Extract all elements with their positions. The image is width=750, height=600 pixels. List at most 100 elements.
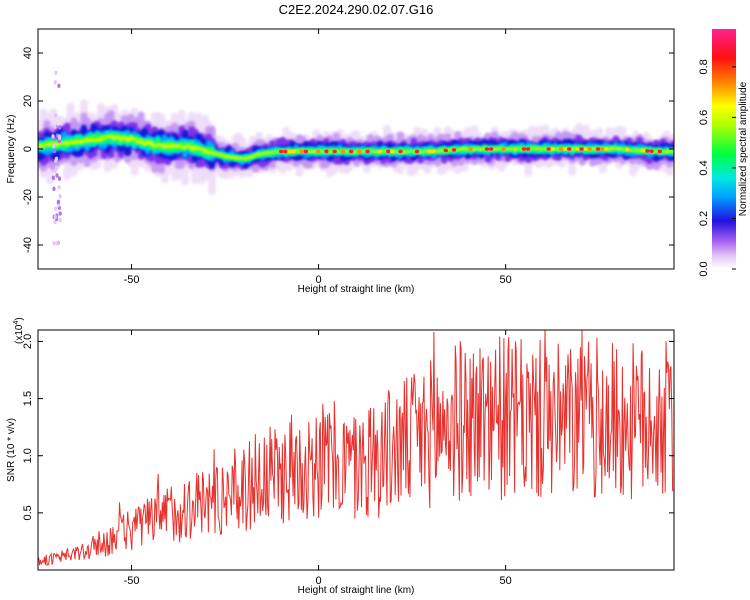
colorbar-tick-label: 0.8 (698, 59, 710, 74)
spectrogram-hotspot (414, 149, 420, 154)
spectrogram-spike-dot (53, 113, 58, 118)
spectrogram-spike-dot (57, 185, 61, 190)
spectrogram-cell (64, 141, 70, 146)
spectrogram-spike-dot (53, 168, 57, 174)
spectrogram-cell (68, 140, 73, 144)
snr-x-tick-label: 50 (500, 575, 512, 587)
spectrogram-spike-dot (55, 173, 59, 178)
snr-x-tick-label: 0 (316, 575, 322, 587)
spectrogram-spike-dot (53, 214, 57, 220)
spectrogram-cell (478, 147, 484, 152)
spectrogram-spike-dot (54, 156, 59, 162)
spectrogram-cell (320, 150, 326, 153)
spectrogram-hotspot (390, 149, 395, 154)
spectrogram-cell (179, 144, 184, 149)
snr-multiplier-base: (x10 (14, 324, 25, 344)
spectrogram-cell (175, 143, 181, 148)
snr-multiplier: (x104) (13, 317, 25, 344)
spectrogram-spike-dot (52, 241, 56, 246)
snr-series-line (38, 330, 674, 567)
snr-panel: -50 0 50 0.5 1.0 1.5 2.0 Height of straight l… (6, 317, 675, 596)
spectrogram-y-tick-label: -40 (22, 237, 34, 253)
spectrogram-hotspot (291, 149, 296, 154)
spectrogram-cell (216, 152, 221, 156)
spectrogram-cell (233, 155, 238, 159)
spectrogram-hotspot (303, 149, 309, 154)
spectrogram-cell (408, 150, 413, 153)
spectrogram-hotspot (595, 147, 601, 151)
spectrogram-cell (196, 146, 201, 150)
spectrogram-cell (78, 139, 83, 145)
spectrogram-cell (212, 152, 218, 156)
spectrogram-y-tick-label: 40 (22, 47, 34, 59)
spectrogram-cell (462, 147, 467, 151)
spectrogram-cell (71, 140, 76, 145)
snr-multiplier-exponent: 4 (13, 321, 20, 325)
spectrogram-hotspot (484, 147, 490, 151)
spectrogram-hotspot (340, 149, 346, 154)
spectrogram-y-ticks: 40 20 0 -20 -40 (22, 47, 674, 253)
spectrogram-cell (135, 139, 140, 144)
spectrogram-panel: -50 0 50 40 20 0 -20 -40 Height of straight li… (6, 28, 675, 295)
spectrogram-hotspot (431, 149, 436, 154)
spectrogram-cell (202, 148, 208, 154)
colorbar-tick-label: 0.0 (698, 261, 710, 276)
spectrogram-cell (51, 142, 56, 145)
spectrogram-spike-dot (58, 125, 62, 130)
spectrogram-y-tick-label: 0 (22, 146, 34, 152)
spectrogram-cell (475, 147, 480, 151)
spectrogram-cell (610, 147, 615, 150)
spectrogram-spike-dot (54, 70, 58, 75)
spectrogram-x-axis-label: Height of straight line (km) (298, 284, 415, 295)
spectrogram-spike-dot (53, 80, 57, 85)
spectrogram-cell (532, 147, 538, 150)
spectrogram-cell (361, 150, 366, 153)
spectrogram-hotspot (587, 147, 593, 151)
spectrogram-cell (148, 140, 154, 146)
spectrogram-cell (226, 155, 231, 158)
spectrogram-cell (108, 134, 113, 139)
spectrogram-spike-dot (57, 138, 62, 144)
spectrogram-spike-dot (58, 194, 62, 199)
spectrogram-cell (542, 147, 548, 150)
spectrogram-hotspot (624, 147, 630, 152)
spectrogram-hotspot (579, 147, 584, 151)
spectrogram-hotspot (521, 147, 527, 151)
spectrogram-spike-dot (52, 186, 56, 192)
spectrogram-hotspot (278, 149, 284, 154)
spectrogram-cell (509, 147, 514, 150)
spectrogram-cell (458, 147, 464, 151)
spectrogram-cell (260, 153, 265, 156)
spectrogram-cell (670, 150, 674, 153)
spectrogram-spike-dot (57, 202, 61, 208)
spectrogram-x-tick-label: 50 (500, 274, 512, 286)
spectrogram-hotspot (332, 149, 337, 154)
spectrogram-cell (219, 153, 225, 157)
spectrogram-cell (47, 142, 53, 147)
snr-y-tick-label: 0.5 (22, 505, 34, 520)
spectrogram-cell (162, 143, 167, 149)
spectrogram-cell (122, 135, 127, 140)
spectrogram-cell (229, 155, 235, 159)
spectrogram-spike-dot (53, 219, 57, 225)
spectrogram-spike-dot (52, 143, 56, 149)
spectrogram-cell (81, 139, 87, 143)
spectrogram-y-tick-label: -20 (22, 189, 34, 205)
spectrogram-cell (512, 148, 518, 151)
spectrogram-cell (344, 150, 349, 153)
spectrogram-hotspot (575, 147, 580, 151)
spectrogram-cell (138, 139, 144, 144)
spectrogram-cell (125, 137, 130, 143)
spectrogram-cell (613, 147, 619, 150)
spectrogram-hotspot (567, 147, 572, 151)
spectrogram-hotspot (287, 149, 292, 154)
colorbar-tick-label: 0.2 (698, 211, 710, 226)
spectrogram-cell (263, 151, 268, 155)
spectrogram-hotspot (324, 149, 329, 154)
spectrogram-cell (159, 143, 164, 147)
spectrogram-cell (515, 147, 521, 150)
spectrogram-hotspot (525, 147, 531, 151)
snr-y-tick-label: 2.0 (22, 334, 34, 349)
spectrogram-cell (472, 147, 477, 151)
